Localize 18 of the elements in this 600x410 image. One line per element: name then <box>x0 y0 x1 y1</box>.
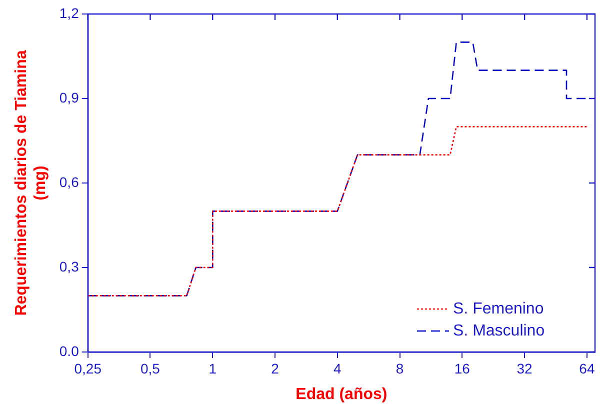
x-axis-title: Edad (años) <box>296 386 388 403</box>
y-axis-title: Requerimientos diarios de Tiamina (mg) <box>13 50 50 316</box>
x-tick-label: 1 <box>208 360 217 376</box>
legend-label: S. Masculino <box>453 322 545 340</box>
x-tick-label: 16 <box>454 360 470 376</box>
x-tick-label: 0,25 <box>74 360 102 376</box>
y-tick-label: 0,3 <box>59 258 80 274</box>
y-tick-label: 0,9 <box>59 89 80 106</box>
x-tick-label: 2 <box>271 360 280 376</box>
y-tick-label: 0.0 <box>59 342 80 359</box>
x-tick-label: 0,5 <box>140 360 160 376</box>
x-tick-label: 4 <box>334 360 342 376</box>
y-tick-label: 0,6 <box>59 174 80 190</box>
x-tick-label: 64 <box>579 360 595 376</box>
x-tick-label: 32 <box>516 360 533 376</box>
x-tick-label: 8 <box>396 360 404 376</box>
legend-label: S. Femenino <box>453 300 544 318</box>
y-tick-label: 1,2 <box>59 4 80 21</box>
